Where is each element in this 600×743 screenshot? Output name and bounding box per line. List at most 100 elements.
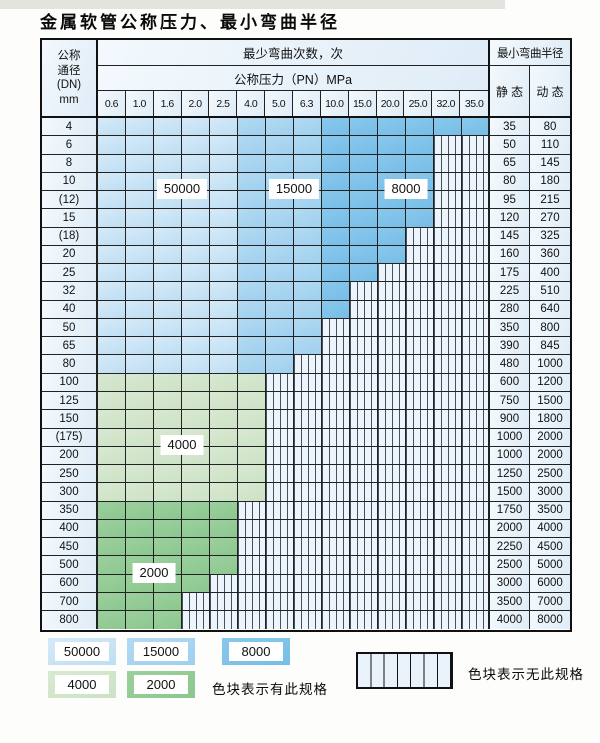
no-spec-cell	[238, 592, 266, 612]
no-spec-cell	[238, 501, 266, 520]
spec-available-cell	[98, 592, 126, 612]
spec-available-cell	[350, 154, 378, 173]
pressure-tick: 15.0	[348, 91, 377, 116]
no-spec-cell	[350, 446, 378, 466]
spec-available-cell	[210, 391, 238, 411]
table-row: 200 1000 2000	[42, 446, 570, 466]
spec-available-cell	[126, 428, 154, 447]
no-spec-cell	[378, 483, 406, 502]
dn-value: 6	[42, 136, 98, 155]
spec-available-cell	[406, 136, 434, 155]
no-spec-cell	[378, 538, 406, 557]
legend-swatch-label: 15000	[134, 642, 188, 661]
scan-artifact-band	[0, 0, 505, 9]
no-spec-cell	[378, 446, 406, 466]
dn-value: 200	[42, 446, 98, 466]
no-spec-cell	[378, 465, 406, 484]
static-radius-value: 600	[490, 373, 530, 392]
spec-available-cell	[126, 483, 154, 502]
spec-available-cell	[238, 373, 266, 392]
no-spec-cell	[350, 519, 378, 539]
spec-available-cell	[322, 154, 350, 173]
no-spec-cell	[406, 282, 434, 301]
spec-available-cell	[266, 282, 294, 301]
static-radius-value: 2000	[490, 519, 530, 539]
no-spec-cell	[434, 227, 462, 246]
static-radius-value: 1000	[490, 428, 530, 447]
dynamic-radius-value: 800	[530, 318, 570, 338]
no-spec-cell	[406, 556, 434, 575]
dynamic-radius-value: 325	[530, 227, 570, 246]
spec-available-cell	[126, 118, 154, 137]
dynamic-radius-value: 180	[530, 172, 570, 192]
spec-available-cell	[350, 136, 378, 155]
dynamic-radius-value: 6000	[530, 574, 570, 593]
spec-available-cell	[126, 172, 154, 192]
no-spec-cell	[350, 428, 378, 447]
no-spec-cell	[350, 538, 378, 557]
spec-available-cell	[126, 318, 154, 338]
spec-available-cell	[98, 118, 126, 137]
spec-available-cell	[378, 245, 406, 265]
spec-available-cell	[182, 337, 210, 356]
spec-available-cell	[378, 136, 406, 155]
spec-available-cell	[98, 410, 126, 429]
dn-value: 25	[42, 264, 98, 283]
table-row: 400 2000 4000	[42, 519, 570, 539]
no-spec-cell	[266, 410, 294, 429]
spec-available-cell	[350, 172, 378, 192]
no-spec-cell	[462, 191, 490, 210]
no-spec-cell	[350, 410, 378, 429]
spec-available-cell	[98, 355, 126, 374]
spec-available-cell	[154, 245, 182, 265]
spec-available-cell	[322, 264, 350, 283]
no-spec-cell	[378, 373, 406, 392]
spec-available-cell	[238, 465, 266, 484]
spec-available-cell	[182, 209, 210, 228]
no-spec-cell	[294, 519, 322, 539]
spec-available-cell	[182, 264, 210, 283]
spec-available-cell	[210, 245, 238, 265]
spec-available-cell	[322, 245, 350, 265]
no-spec-cell	[350, 574, 378, 593]
no-spec-cell	[462, 209, 490, 228]
spec-available-cell	[210, 465, 238, 484]
no-spec-cell	[434, 428, 462, 447]
spec-available-cell	[98, 391, 126, 411]
spec-available-cell	[210, 428, 238, 447]
pressure-tick: 6.3	[293, 91, 321, 116]
has-spec-legend-text: 色块表示有此规格	[212, 682, 328, 697]
table-row: 100 600 1200	[42, 373, 570, 392]
spec-available-cell	[350, 209, 378, 228]
dynamic-radius-value: 2000	[530, 428, 570, 447]
spec-available-cell	[154, 483, 182, 502]
table-row: 150 900 1800	[42, 410, 570, 429]
no-spec-cell	[462, 172, 490, 192]
spec-available-cell	[266, 264, 294, 283]
spec-available-cell	[182, 245, 210, 265]
dynamic-radius-value: 360	[530, 245, 570, 265]
spec-available-cell	[266, 209, 294, 228]
spec-available-cell	[154, 501, 182, 520]
no-spec-cell	[210, 592, 238, 612]
spec-available-cell	[210, 318, 238, 338]
no-spec-cell	[294, 391, 322, 411]
no-spec-cell	[406, 538, 434, 557]
no-spec-cell	[462, 501, 490, 520]
no-spec-cell	[462, 538, 490, 557]
spec-available-cell	[210, 136, 238, 155]
dn-value: 600	[42, 574, 98, 593]
spec-available-cell	[98, 519, 126, 539]
no-spec-cell	[238, 519, 266, 539]
spec-available-cell	[126, 136, 154, 155]
spec-available-cell	[126, 337, 154, 356]
no-spec-cell	[462, 373, 490, 392]
spec-available-cell	[182, 556, 210, 575]
spec-available-cell	[294, 209, 322, 228]
spec-available-cell	[210, 538, 238, 557]
spec-available-cell	[98, 611, 126, 630]
spec-available-cell	[322, 209, 350, 228]
no-spec-cell	[406, 574, 434, 593]
no-spec-cell	[322, 483, 350, 502]
spec-available-cell	[210, 483, 238, 502]
